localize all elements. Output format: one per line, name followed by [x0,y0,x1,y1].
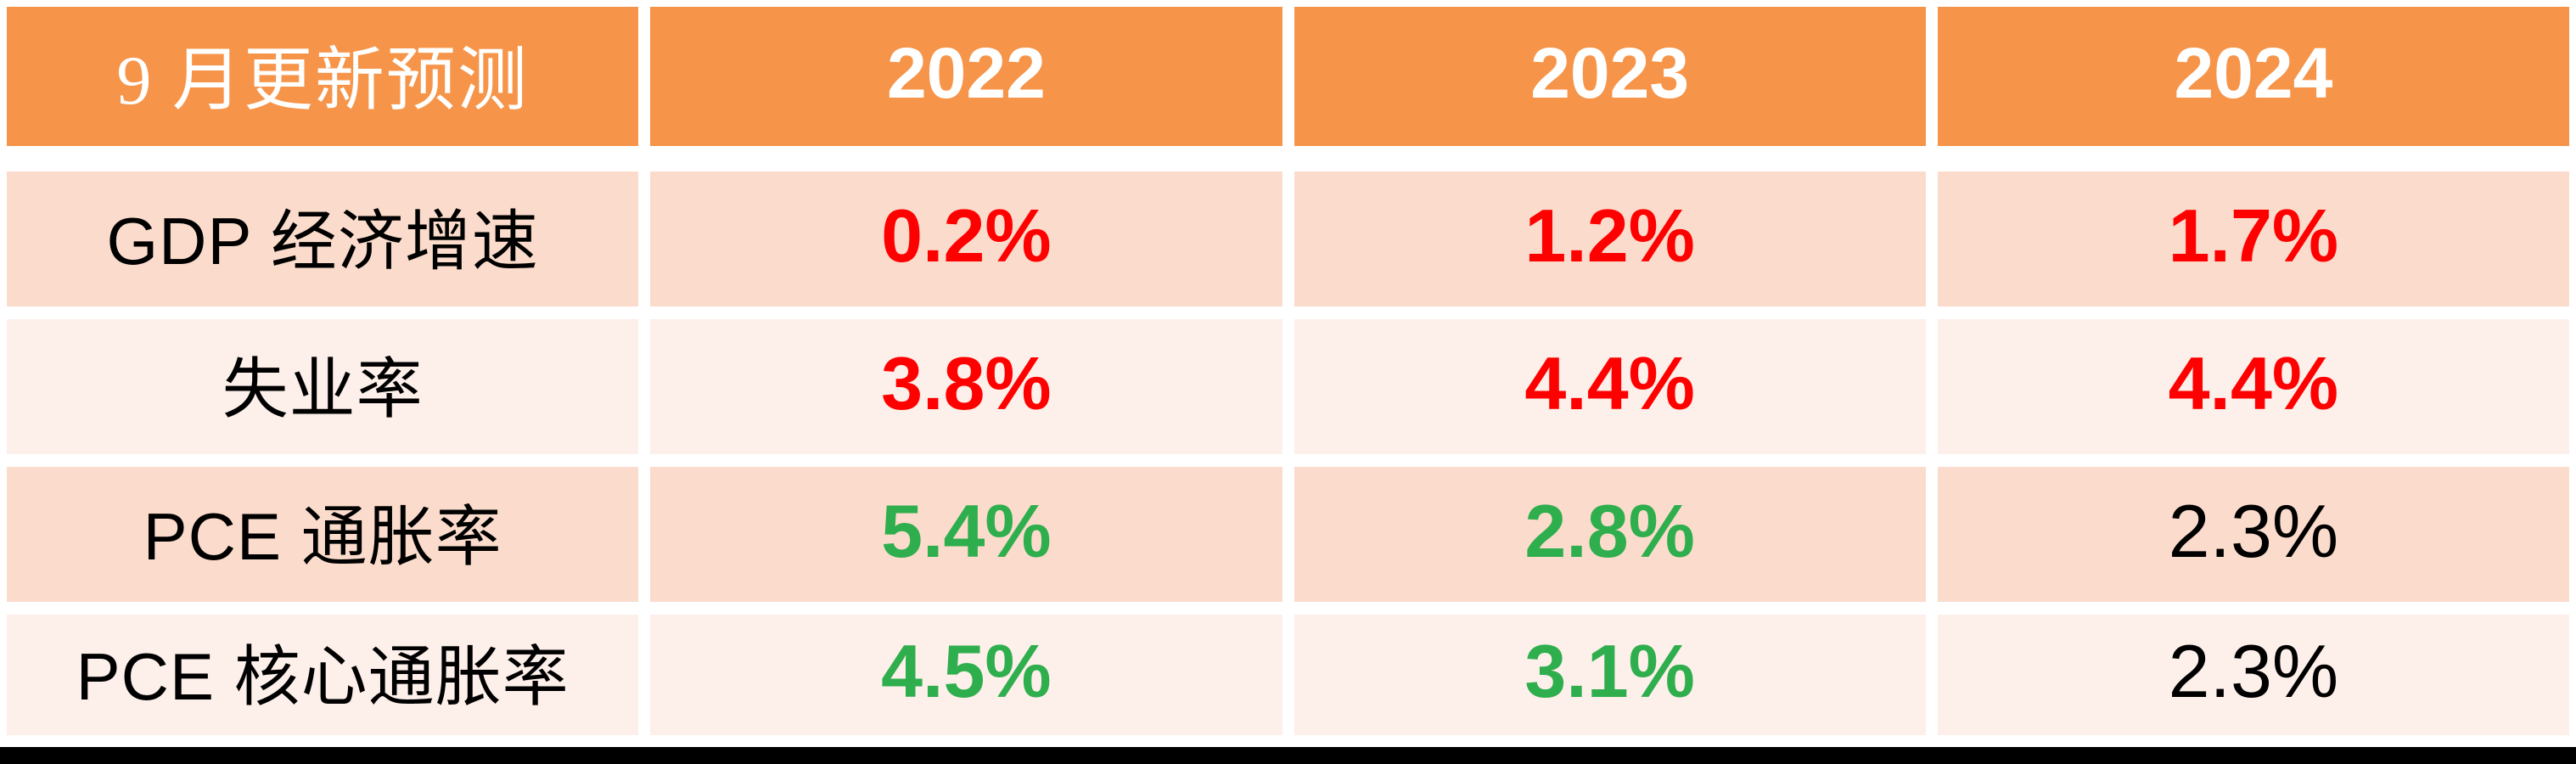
value-gdp-2023: 1.2% [1294,171,1926,306]
value-pce-2024: 2.3% [1937,467,2569,602]
value-pce-2022: 5.4% [650,467,1282,602]
value-unemployment-2022: 3.8% [650,319,1282,454]
bottom-border-bar [0,747,2576,764]
row-label-gdp-growth: GDP 经济增速 [7,171,639,306]
table-row-pce-inflation: PCE 通胀率 5.4% 2.8% 2.3% [7,467,2569,602]
value-pce-core-2024: 2.3% [1937,615,2569,735]
value-unemployment-2023: 4.4% [1294,319,1926,454]
value-pce-2023: 2.8% [1294,467,1926,602]
value-gdp-2022: 0.2% [650,171,1282,306]
header-year-2024: 2024 [1937,7,2569,146]
row-label-pce-inflation: PCE 通胀率 [7,467,639,602]
value-pce-core-2023: 3.1% [1294,615,1926,735]
table-row-gdp-growth: GDP 经济增速 0.2% 1.2% 1.7% [7,171,2569,306]
header-year-2023: 2023 [1294,7,1926,146]
table-title-cell: 9 月更新预测 [7,7,639,146]
table-row-unemployment: 失业率 3.8% 4.4% 4.4% [7,319,2569,454]
header-year-2022: 2022 [650,7,1282,146]
row-label-unemployment: 失业率 [7,319,639,454]
value-unemployment-2024: 4.4% [1937,319,2569,454]
value-gdp-2024: 1.7% [1937,171,2569,306]
row-label-pce-core-inflation: PCE 核心通胀率 [7,615,639,735]
value-pce-core-2022: 4.5% [650,615,1282,735]
table-row-pce-core-inflation: PCE 核心通胀率 4.5% 3.1% 2.3% [7,615,2569,735]
table-header-row: 9 月更新预测 2022 2023 2024 [7,7,2569,146]
